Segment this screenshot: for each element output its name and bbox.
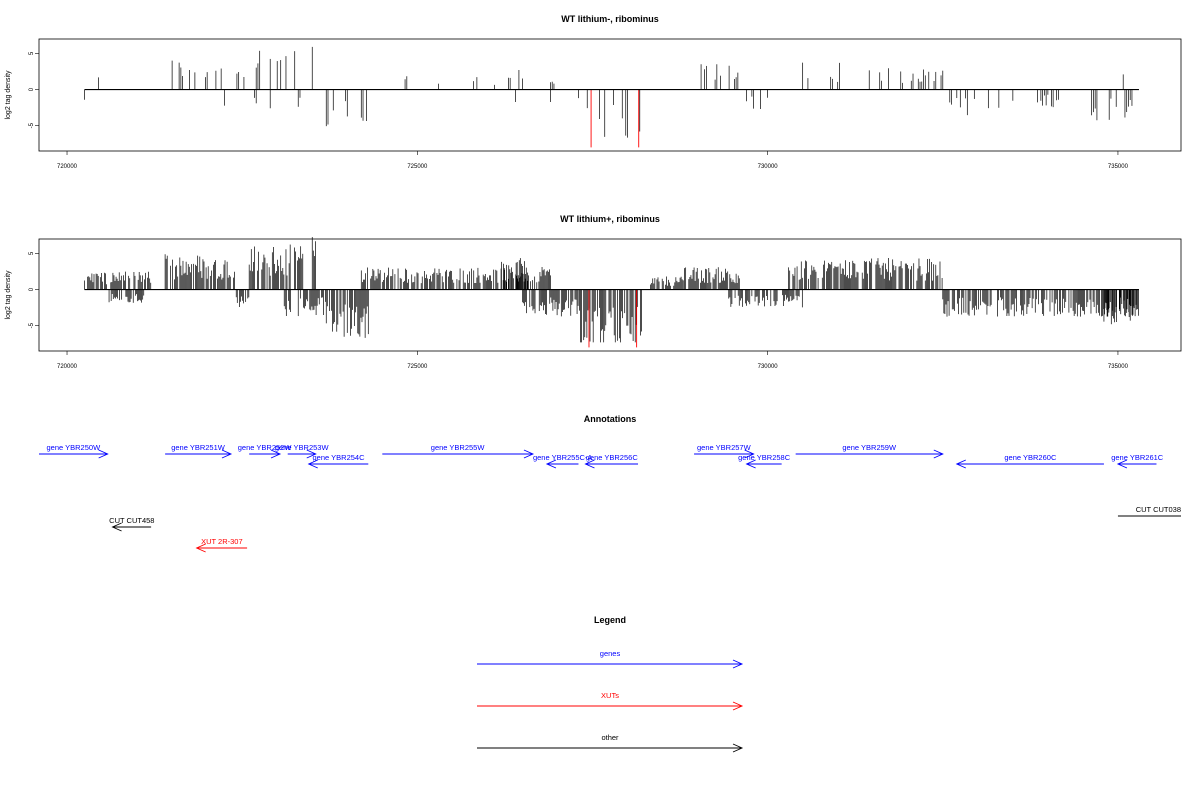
gene-arrowhead — [584, 459, 595, 469]
red-marks — [590, 89, 640, 148]
gene-label: gene YBR250W — [47, 443, 102, 452]
legend-label: genes — [600, 649, 621, 658]
legend-label: XUTs — [601, 691, 619, 700]
gene-arrowhead — [1116, 459, 1128, 469]
other-feature: CUT CUT458 — [109, 516, 154, 532]
legend-arrowhead — [732, 701, 744, 711]
gene-arrowhead — [98, 449, 109, 459]
xut-label: XUT 2R-307 — [201, 537, 243, 546]
other-arrowhead — [111, 522, 122, 532]
legend-arrowhead — [732, 743, 744, 753]
x-tick-label: 725000 — [407, 164, 428, 170]
gene-arrowhead — [307, 459, 318, 469]
gene-arrowhead — [744, 449, 755, 459]
legend-item: other — [477, 733, 744, 753]
annotation-features: gene YBR250W gene YBR251W gene YBR252Wgene… — [39, 443, 1181, 553]
gene-feature: gene YBR260C — [955, 453, 1104, 469]
gene-label: gene YBR251W — [171, 443, 226, 452]
gene-feature: gene YBR251W — [165, 443, 233, 459]
other-label: CUT CUT038 — [1136, 505, 1181, 514]
gene-feature: gene YBR256C — [584, 453, 639, 469]
legend: Legend genes XUTs other — [477, 615, 744, 753]
y-tick-label: -5 — [29, 322, 35, 328]
gene-arrowhead — [955, 459, 966, 469]
gene-arrowhead — [545, 459, 557, 469]
xut-arrowhead — [195, 543, 206, 553]
gene-label: gene YBR252W — [238, 443, 293, 452]
plot-frame — [38, 238, 1182, 352]
y-tick-label: 5 — [29, 51, 35, 55]
x-tick-label: 730000 — [758, 164, 779, 170]
gene-arrowhead — [745, 459, 756, 469]
gene-label: gene YBR253W — [275, 443, 330, 452]
legend-arrowhead — [732, 659, 744, 669]
x-tick-label: 725000 — [407, 364, 428, 370]
gene-arrowhead — [933, 449, 944, 459]
y-axis-label: log2 tag density — [5, 270, 12, 320]
x-tick-label: 730000 — [758, 364, 779, 370]
annotations-panel: Annotations gene YBR250W gene YBR251W gene… — [39, 414, 1181, 553]
gene-feature: gene YBR254C — [307, 453, 369, 469]
gene-label: gene YBR254C — [313, 453, 366, 462]
track-panel-lithium-plus: WT lithium+, ribominus log2 tag density … — [5, 214, 1182, 370]
panel-title: WT lithium-, ribominus — [561, 14, 659, 24]
gene-feature: gene YBR259W — [795, 443, 944, 459]
gene-label: gene YBR261C — [1111, 453, 1164, 462]
gene-feature: gene YBR255C-A — [533, 453, 592, 469]
y-axis: -5 0 5 — [29, 251, 39, 328]
gene-feature: gene YBR253W — [275, 443, 330, 459]
gene-label: gene YBR257W — [697, 443, 752, 452]
xut-feature: XUT 2R-307 — [195, 537, 248, 553]
gene-arrowhead — [270, 449, 282, 459]
legend-title: Legend — [594, 615, 626, 625]
signal-bars — [84, 46, 1133, 138]
y-axis: -5 0 5 — [29, 51, 39, 128]
y-tick-label: -5 — [29, 122, 35, 128]
x-tick-label: 735000 — [1108, 364, 1129, 370]
x-axis: 720000 725000 730000 735000 — [57, 151, 1129, 170]
gene-arrowhead — [306, 449, 317, 459]
plot-frame — [38, 38, 1182, 152]
gene-label: gene YBR260C — [1004, 453, 1057, 462]
gene-label: gene YBR256C — [586, 453, 639, 462]
gene-arrowhead — [523, 449, 535, 459]
annotations-title: Annotations — [584, 414, 637, 424]
red-marks — [588, 289, 638, 348]
gene-feature: gene YBR261C — [1111, 453, 1164, 469]
track-panel-lithium-minus: WT lithium-, ribominus log2 tag density … — [5, 14, 1182, 170]
gene-label: gene YBR258C — [738, 453, 791, 462]
gene-feature: gene YBR255W — [382, 443, 535, 459]
x-tick-label: 735000 — [1108, 164, 1129, 170]
y-tick-label: 5 — [29, 251, 35, 255]
other-label: CUT CUT458 — [109, 516, 154, 525]
legend-item: XUTs — [477, 691, 744, 711]
legend-label: other — [601, 733, 619, 742]
legend-item: genes — [477, 649, 744, 669]
signal-bars — [84, 237, 1139, 343]
y-tick-label: 0 — [29, 287, 35, 291]
y-axis-label: log2 tag density — [5, 70, 12, 120]
gene-arrowhead — [221, 449, 233, 459]
y-tick-label: 0 — [29, 87, 35, 91]
x-tick-label: 720000 — [57, 364, 78, 370]
x-tick-label: 720000 — [57, 164, 78, 170]
gene-feature: gene YBR257W — [694, 443, 755, 459]
gene-feature: gene YBR252W — [238, 443, 293, 459]
gene-label: gene YBR259W — [842, 443, 897, 452]
gene-label: gene YBR255C-A — [533, 453, 592, 462]
gene-label: gene YBR255W — [431, 443, 486, 452]
gene-feature: gene YBR250W — [39, 443, 109, 459]
other-feature: CUT CUT038 — [1117, 505, 1181, 517]
x-axis: 720000 725000 730000 735000 — [57, 351, 1129, 370]
legend-items: genes XUTs other — [477, 649, 744, 753]
panel-title: WT lithium+, ribominus — [560, 214, 660, 224]
gene-feature: gene YBR258C — [738, 453, 791, 469]
